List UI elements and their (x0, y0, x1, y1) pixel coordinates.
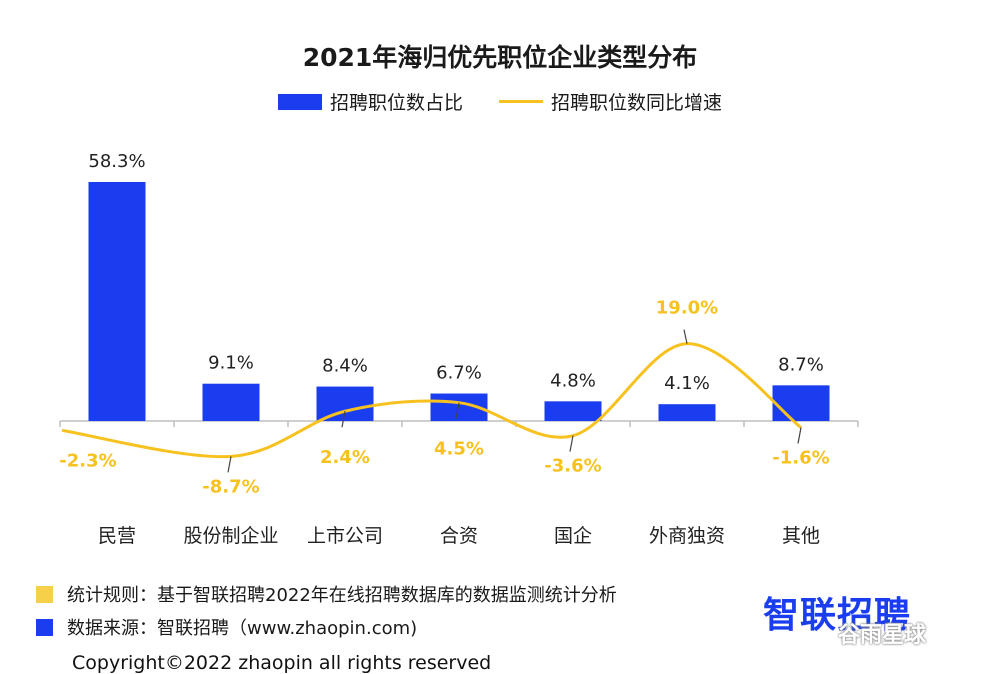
zhaopin-logo: 智联招聘 (763, 595, 912, 636)
growth-value-label-0: -2.3% (59, 450, 116, 471)
category-label-3: 合资 (440, 525, 478, 547)
category-label-6: 其他 (782, 525, 820, 547)
growth-value-label-6: -1.6% (772, 448, 829, 469)
growth-value-label-1: -8.7% (202, 476, 259, 497)
bar-6 (772, 385, 830, 421)
bar-value-label-1: 9.1% (208, 353, 254, 374)
bar-value-label-4: 4.8% (550, 370, 596, 391)
growth-leader-1 (227, 456, 232, 473)
chart-title: 2021年海归优先职位企业类型分布 (302, 43, 698, 72)
bar-4 (544, 401, 602, 421)
bar-value-label-6: 8.7% (778, 354, 824, 375)
bar-0 (88, 182, 146, 421)
bar-5 (658, 404, 716, 421)
growth-leader-2 (341, 411, 346, 428)
bar-value-label-2: 8.4% (322, 356, 368, 377)
footer-source-swatch (36, 618, 53, 636)
growth-leader-3 (455, 402, 460, 419)
growth-leader-6 (797, 427, 802, 444)
footer-rule-text: 统计规则：基于智联招聘2022年在线招聘数据库的数据监测统计分析 (67, 585, 617, 606)
growth-line (61, 342, 802, 459)
legend-line-swatch (499, 100, 543, 103)
footer-rule-swatch (36, 585, 53, 603)
bar-2 (316, 386, 374, 421)
category-label-0: 民营 (98, 525, 136, 547)
bar-1 (202, 383, 260, 421)
growth-leader-4 (569, 435, 574, 452)
category-label-2: 上市公司 (307, 525, 383, 547)
legend-bar-label: 招聘职位数占比 (329, 92, 463, 114)
growth-leader-5 (683, 329, 688, 344)
category-label-5: 外商独资 (649, 525, 725, 547)
legend-bar-swatch (277, 93, 322, 110)
legend-line-label: 招聘职位数同比增速 (551, 92, 723, 114)
chart-legend: 招聘职位数占比 招聘职位数同比增速 (0, 88, 1000, 115)
growth-value-label-5: 19.0% (656, 298, 718, 319)
category-label-1: 股份制企业 (183, 525, 278, 547)
bar-value-label-0: 58.3% (88, 151, 145, 172)
legend-item-bar: 招聘职位数占比 (277, 88, 463, 115)
copyright-text: Copyright©2022 zhaopin all rights reserv… (72, 652, 492, 674)
footer-rule: 统计规则：基于智联招聘2022年在线招聘数据库的数据监测统计分析 (36, 581, 617, 607)
growth-value-label-4: -3.6% (544, 456, 601, 477)
growth-value-label-3: 4.5% (434, 439, 484, 460)
category-label-4: 国企 (554, 525, 592, 547)
growth-value-label-2: 2.4% (320, 447, 370, 468)
watermark: 谷雨星球 (838, 623, 927, 648)
bar-value-label-5: 4.1% (664, 373, 710, 394)
footer-source-text: 数据来源：智联招聘（www.zhaopin.com) (67, 618, 418, 639)
bar-value-label-3: 6.7% (436, 363, 482, 384)
footer-source: 数据来源：智联招聘（www.zhaopin.com) (36, 614, 417, 640)
legend-item-line: 招聘职位数同比增速 (499, 88, 722, 115)
